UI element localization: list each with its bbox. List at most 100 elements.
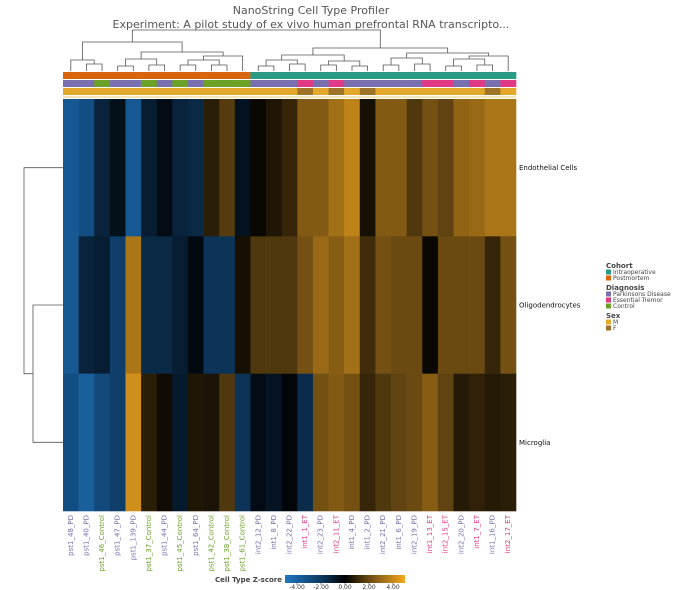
diagnosis-annotation-cell xyxy=(312,80,329,87)
cohort-annotation-cell xyxy=(344,72,361,79)
column-dendrogram-branch xyxy=(445,65,462,71)
column-label: pst1_46_Control xyxy=(98,515,106,572)
heatmap-cell xyxy=(156,373,173,512)
heatmap-cell xyxy=(94,236,111,374)
heatmap-cell xyxy=(344,236,361,374)
legend-swatch xyxy=(606,275,611,281)
diagnosis-annotation-cell xyxy=(250,80,267,87)
sex-annotation-cell xyxy=(172,88,189,95)
heatmap-cell xyxy=(391,236,407,374)
heatmap-cell xyxy=(78,236,95,374)
colorbar-tick-label: 0.00 xyxy=(338,584,352,590)
heatmap-cell xyxy=(172,373,189,512)
heatmap-cell xyxy=(234,99,251,237)
heatmap-cell xyxy=(78,99,95,237)
colorbar-tick-label: 2.00 xyxy=(362,584,376,590)
sex-annotation-cell xyxy=(375,88,392,95)
legend-swatch xyxy=(606,303,611,309)
heatmap-cell xyxy=(406,236,423,374)
heatmap-cell xyxy=(469,236,486,374)
heatmap-cell xyxy=(250,373,267,512)
colorbar-title: Cell Type Z-score xyxy=(215,576,282,584)
heatmap-cell xyxy=(266,236,282,374)
heatmap-cell xyxy=(484,373,501,512)
diagnosis-annotation-cell xyxy=(484,80,501,87)
column-label: int2_15_ET xyxy=(442,514,450,553)
sex-annotation-cell xyxy=(63,88,79,95)
row-label: Endothelial Cells xyxy=(519,164,578,172)
legend-item-label: M xyxy=(613,319,618,326)
cohort-annotation-cell xyxy=(156,72,173,79)
diagnosis-annotation-cell xyxy=(281,80,298,87)
diagnosis-annotation-cell xyxy=(375,80,392,87)
sex-annotation-cell xyxy=(297,88,314,95)
column-label: pst1_40_PD xyxy=(82,515,90,556)
diagnosis-annotation-cell xyxy=(63,80,79,87)
sex-annotation-cell xyxy=(109,88,126,95)
heatmap-cell xyxy=(453,373,470,512)
heatmap-cell xyxy=(141,236,158,374)
diagnosis-annotation-cell xyxy=(344,80,361,87)
heatmap-cell xyxy=(328,373,345,512)
heatmap-cell xyxy=(297,99,314,237)
heatmap-cell xyxy=(422,99,439,237)
diagnosis-annotation-cell xyxy=(141,80,158,87)
heatmap-cell xyxy=(94,373,111,512)
heatmap-cell xyxy=(266,99,282,237)
column-dendrogram-branch xyxy=(414,63,431,71)
cohort-annotation-cell xyxy=(453,72,470,79)
sex-annotation-cell xyxy=(312,88,329,95)
column-label: int2_17_ET xyxy=(504,514,512,553)
heatmap-cell xyxy=(172,99,189,237)
heatmap-cell xyxy=(422,373,439,512)
column-label: pst1_44_PD xyxy=(161,515,169,556)
diagnosis-annotation-cell xyxy=(203,80,220,87)
sex-annotation-cell xyxy=(78,88,95,95)
diagnosis-annotation-cell xyxy=(297,80,314,87)
cohort-annotation-cell xyxy=(422,72,439,79)
heatmap-cell xyxy=(312,99,329,237)
legend-group-title: Diagnosis xyxy=(606,284,644,292)
column-label: int1_6_PD xyxy=(395,515,403,550)
cohort-annotation-cell xyxy=(94,72,111,79)
sex-annotation-cell xyxy=(500,88,517,95)
legend-item-label: Intraoperative xyxy=(613,269,656,276)
sex-annotation-cell xyxy=(234,88,251,95)
heatmap-cell xyxy=(63,373,79,512)
column-dendrogram xyxy=(70,29,509,71)
sex-annotation-cell xyxy=(266,88,282,95)
heatmap-cell xyxy=(453,236,470,374)
heatmap-cell xyxy=(141,99,158,237)
legend-swatch xyxy=(606,325,611,331)
legend-group-title: Sex xyxy=(606,312,621,320)
cohort-annotation-cell xyxy=(250,72,267,79)
diagnosis-annotation-cell xyxy=(234,80,251,87)
column-dendrogram-branch xyxy=(148,64,165,71)
cohort-annotation-cell xyxy=(219,72,236,79)
heatmap-cell xyxy=(297,236,314,374)
heatmap-cell xyxy=(63,236,79,374)
heatmap-cell xyxy=(156,236,173,374)
column-dendrogram-branch xyxy=(289,63,306,71)
row-label: Microglia xyxy=(519,439,550,447)
column-label: int1_7_ET xyxy=(473,514,481,548)
column-label: int2_11_ET xyxy=(332,514,340,553)
cohort-annotation-cell xyxy=(172,72,189,79)
heatmap-cell xyxy=(109,236,126,374)
cohort-annotation-cell xyxy=(391,72,407,79)
diagnosis-annotation-cell xyxy=(328,80,345,87)
diagnosis-annotation-cell xyxy=(109,80,126,87)
legend-swatch xyxy=(606,291,611,297)
diagnosis-annotation-cell xyxy=(500,80,517,87)
sex-annotation-cell xyxy=(484,88,501,95)
column-label: pst1_47_PD xyxy=(114,515,122,556)
sex-annotation-cell xyxy=(281,88,298,95)
heatmap-cell xyxy=(172,236,189,374)
column-dendrogram-branch xyxy=(179,64,197,71)
cohort-annotation-cell xyxy=(437,72,454,79)
column-dendrogram-branch xyxy=(203,55,244,71)
row-label: Oligodendrocytes xyxy=(519,302,581,310)
diagnosis-annotation-cell xyxy=(391,80,407,87)
diagnosis-annotation-cell xyxy=(156,80,173,87)
